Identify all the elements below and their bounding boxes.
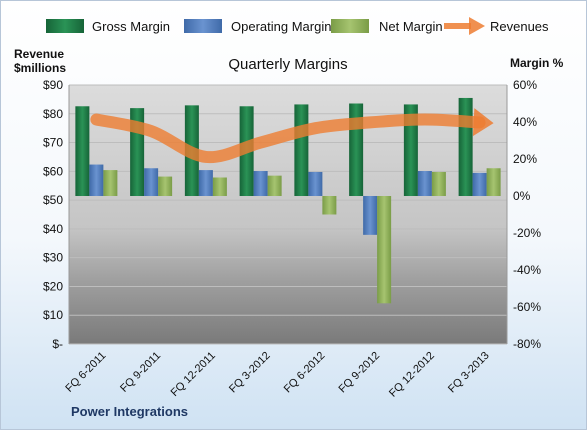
category-label: FQ 9-2011	[118, 350, 163, 395]
left-tick-label: $70	[43, 136, 63, 150]
revenue-point	[204, 155, 207, 158]
right-tick-label: -80%	[513, 337, 541, 351]
operating-margin-bar	[253, 171, 268, 196]
right-tick-label: -40%	[513, 263, 541, 277]
left-tick-label: $90	[43, 78, 63, 92]
revenue-point	[423, 118, 426, 121]
right-tick-label: 0%	[513, 189, 531, 203]
category-label: FQ 9-2012	[337, 350, 383, 396]
right-tick-label: -60%	[513, 300, 541, 314]
legend-swatch-revenues	[444, 17, 485, 35]
left-axis-ticks: $- $10 $20 $30 $40 $50 $60 $70 $80 $90	[43, 78, 63, 351]
left-axis-title-line2: $millions	[14, 61, 66, 75]
chart-title: Quarterly Margins	[228, 56, 347, 73]
left-tick-label: $60	[43, 164, 63, 178]
net-margin-bar	[267, 175, 282, 196]
category-label: FQ 12-2011	[169, 350, 218, 399]
legend-label-net-margin: Net Margin	[379, 19, 443, 34]
left-tick-label: $40	[43, 222, 63, 236]
operating-margin-bar	[363, 196, 378, 235]
revenue-point	[95, 118, 98, 121]
legend-swatch-net-margin	[331, 19, 369, 33]
revenue-arrowhead	[472, 108, 494, 137]
revenue-line-path	[90, 113, 486, 164]
net-margin-bar	[212, 177, 227, 196]
revenue-point	[259, 141, 262, 144]
left-tick-label: $10	[43, 308, 63, 322]
revenue-point	[150, 130, 153, 133]
gross-margin-bar	[458, 97, 473, 196]
gross-margin-bar	[294, 104, 309, 196]
net-margin-bar	[431, 171, 446, 196]
legend-swatch-operating-margin	[184, 19, 222, 33]
operating-margin-bar	[472, 172, 487, 196]
legend-label-gross-margin: Gross Margin	[92, 19, 170, 34]
category-labels: FQ 6-2011 FQ 9-2011 FQ 12-2011 FQ 3-2012 FQ …	[63, 350, 491, 400]
operating-margin-bar	[308, 171, 323, 196]
right-tick-label: 20%	[513, 152, 537, 166]
right-tick-label: 40%	[513, 115, 537, 129]
legend: Gross Margin Operating Margin Net Margin…	[46, 17, 549, 35]
left-axis-title-line1: Revenue	[14, 47, 64, 61]
net-margin-bar	[103, 170, 118, 196]
operating-margin-bar	[89, 164, 104, 196]
gross-margin-bar	[403, 104, 418, 196]
net-margin-bar	[377, 196, 392, 304]
revenue-line	[90, 108, 494, 164]
net-margin-bar	[322, 196, 337, 215]
legend-label-operating-margin: Operating Margin	[231, 19, 331, 34]
footer-label: Power Integrations	[71, 404, 188, 419]
category-label: FQ 12-2012	[387, 350, 437, 400]
right-axis-title: Margin %	[510, 56, 564, 70]
revenue-point	[478, 121, 481, 124]
legend-swatch-gross-margin	[46, 19, 84, 33]
right-axis-ticks: -80% -60% -40% -20% 0% 20% 40% 60%	[513, 78, 541, 351]
left-tick-label: $50	[43, 193, 63, 207]
category-label: FQ 3-2013	[446, 350, 492, 396]
right-tick-label: 60%	[513, 78, 537, 92]
category-label: FQ 3-2012	[227, 350, 273, 396]
left-tick-label: $30	[43, 251, 63, 265]
left-tick-label: $-	[52, 337, 63, 351]
operating-margin-bar	[417, 171, 432, 196]
net-margin-bar	[158, 176, 173, 196]
net-margin-bar	[486, 168, 501, 196]
operating-margin-bar	[198, 170, 213, 196]
operating-margin-bar	[144, 168, 159, 196]
gross-margin-bar	[75, 106, 90, 196]
category-label: FQ 6-2012	[282, 350, 328, 396]
left-tick-label: $20	[43, 279, 63, 293]
revenue-point	[369, 121, 372, 124]
legend-label-revenues: Revenues	[490, 19, 549, 34]
left-tick-label: $80	[43, 107, 63, 121]
right-tick-label: -20%	[513, 226, 541, 240]
revenue-point	[314, 127, 317, 130]
category-label: FQ 6-2011	[63, 350, 108, 395]
